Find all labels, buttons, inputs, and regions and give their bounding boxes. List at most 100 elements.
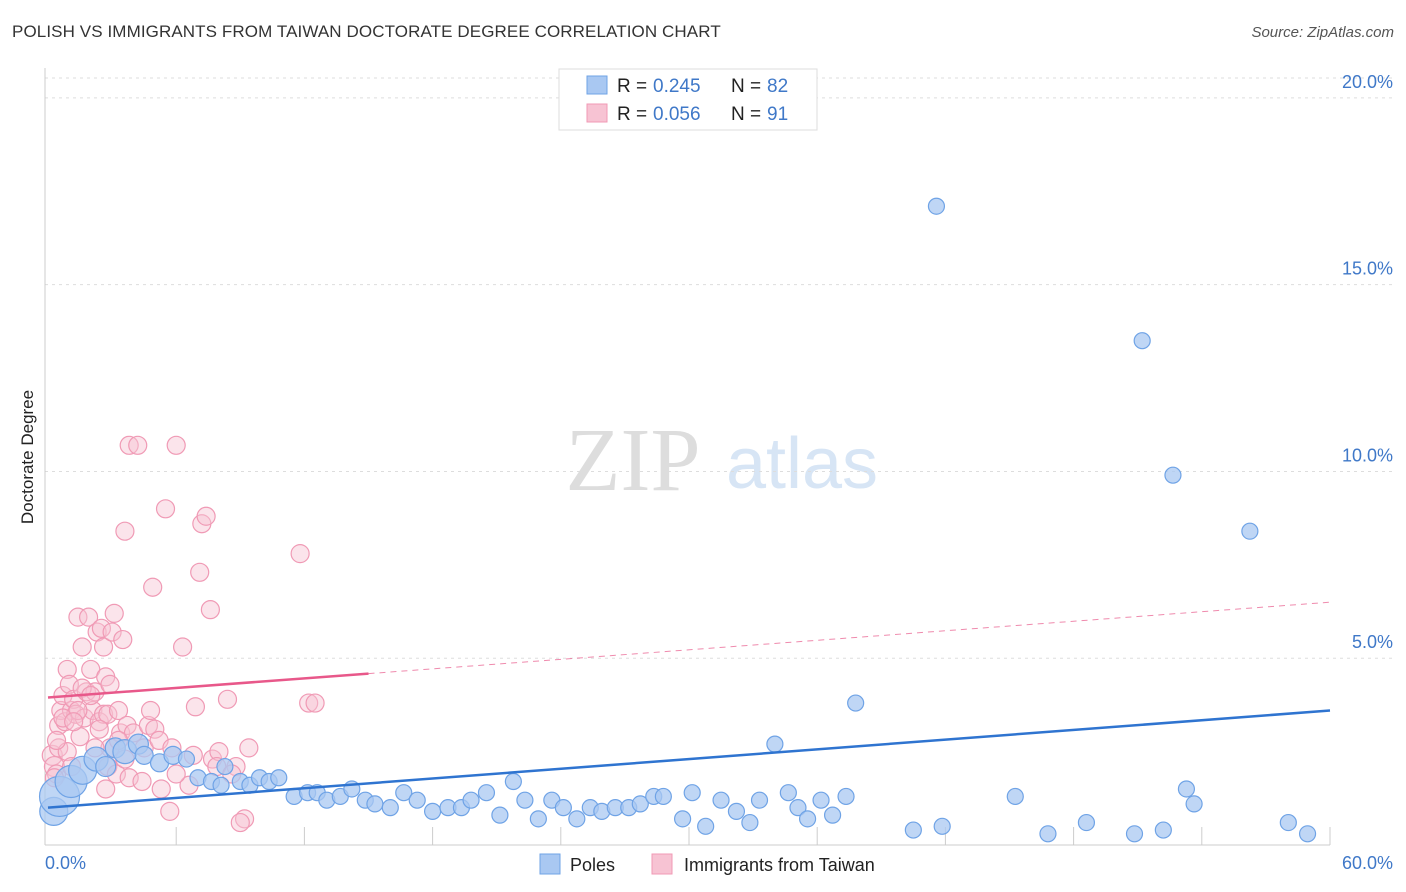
poles-point-53 — [683, 784, 701, 802]
taiwan-point-28 — [98, 704, 118, 724]
x-ticks — [175, 827, 1331, 845]
taiwan-point-59 — [217, 689, 238, 709]
poles-point-74 — [1185, 795, 1203, 813]
poles-point-59 — [766, 735, 784, 753]
taiwan-point-36 — [113, 629, 133, 650]
y-tick-label-0: 5.0% — [1352, 632, 1393, 652]
poles-point-66 — [847, 694, 865, 712]
stats-r-value-poles: 0.245 — [653, 76, 701, 97]
y-tick-label-3: 20.0% — [1342, 72, 1393, 92]
taiwan-point-38 — [117, 715, 137, 736]
taiwan-point-9 — [59, 674, 79, 694]
poles-point-78 — [1133, 332, 1151, 350]
source-label: Source: ZipAtlas.com — [1251, 24, 1394, 41]
taiwan-point-83 — [230, 812, 250, 833]
taiwan-point-24 — [91, 618, 112, 638]
poles-point-58 — [750, 791, 769, 809]
taiwan-point-25 — [93, 704, 114, 724]
poles-point-62 — [798, 810, 817, 828]
poles-trend-line — [47, 709, 1331, 809]
taiwan-trend-line-solid — [47, 672, 369, 699]
y-tick-label-2: 15.0% — [1342, 259, 1393, 279]
poles-point-31 — [395, 784, 413, 802]
taiwan-point-46 — [143, 577, 163, 597]
taiwan-point-47 — [145, 719, 165, 739]
stats-swatch-taiwan — [586, 103, 608, 123]
taiwan-point-85 — [64, 712, 84, 732]
taiwan-point-69 — [89, 719, 109, 739]
series-legend: Poles Immigrants from Taiwan — [539, 853, 875, 875]
poles-point-32 — [408, 791, 426, 809]
taiwan-point-5 — [51, 700, 71, 721]
watermark-zip: ZIP — [566, 411, 701, 510]
poles-point-76 — [1298, 825, 1317, 843]
stats-n-label-poles: N = — [731, 76, 761, 97]
poles-point-68 — [933, 817, 951, 835]
taiwan-point-40 — [115, 521, 135, 541]
taiwan-point-62 — [239, 738, 259, 758]
poles-point-38 — [491, 806, 509, 824]
taiwan-point-64 — [200, 600, 220, 620]
poles-point-56 — [727, 802, 746, 820]
taiwan-point-88 — [140, 700, 161, 721]
legend-label-taiwan: Immigrants from Taiwan — [684, 855, 875, 875]
taiwan-point-90 — [96, 779, 116, 799]
poles-point-43 — [554, 799, 572, 817]
taiwan-point-15 — [72, 637, 92, 657]
taiwan-point-49 — [155, 499, 176, 519]
axes — [44, 68, 1330, 846]
stats-r-label-taiwan: R = — [617, 104, 647, 125]
poles-point-55 — [712, 791, 730, 809]
series-poles-points — [38, 197, 1317, 843]
taiwan-point-54 — [185, 697, 206, 717]
stats-n-value-poles: 82 — [767, 76, 788, 97]
poles-point-40 — [516, 791, 534, 809]
poles-point-65 — [837, 787, 855, 806]
poles-point-36 — [462, 791, 480, 809]
y-tick-labels: 5.0% 10.0% 15.0% 20.0% — [1342, 72, 1393, 652]
taiwan-point-76 — [53, 708, 73, 728]
taiwan-point-68 — [305, 693, 325, 713]
poles-point-63 — [812, 791, 830, 809]
poles-point-41 — [529, 810, 547, 828]
grid-lines — [45, 77, 1393, 659]
poles-point-15 — [216, 757, 234, 776]
x-max-label: 60.0% — [1342, 853, 1393, 873]
taiwan-point-34 — [108, 700, 129, 721]
poles-point-72 — [1154, 821, 1172, 839]
taiwan-point-18 — [78, 607, 99, 627]
poles-point-44 — [568, 810, 586, 828]
poles-point-54 — [697, 817, 715, 835]
taiwan-point-39 — [119, 768, 139, 788]
stats-n-label-taiwan: N = — [731, 104, 761, 125]
taiwan-point-77 — [100, 674, 120, 694]
taiwan-point-56 — [196, 506, 216, 526]
poles-point-51 — [654, 787, 672, 806]
stats-n-value-taiwan: 91 — [767, 104, 788, 125]
taiwan-point-65 — [160, 801, 180, 821]
taiwan-point-89 — [166, 764, 186, 784]
taiwan-point-78 — [132, 771, 152, 792]
poles-point-75 — [1279, 813, 1297, 832]
taiwan-point-72 — [46, 730, 67, 751]
poles-point-21 — [270, 769, 288, 787]
taiwan-point-8 — [57, 659, 77, 680]
legend-swatch-taiwan — [651, 853, 673, 875]
taiwan-point-13 — [68, 607, 88, 627]
legend-label-poles: Poles — [570, 855, 615, 875]
chart-title: POLISH VS IMMIGRANTS FROM TAIWAN DOCTORA… — [12, 22, 721, 41]
poles-point-12 — [177, 750, 196, 768]
poles-point-30 — [381, 799, 399, 817]
poles-point-64 — [823, 806, 842, 824]
poles-point-71 — [1125, 825, 1144, 843]
poles-point-29 — [366, 795, 384, 813]
taiwan-point-67 — [299, 693, 319, 713]
legend-swatch-poles — [539, 853, 561, 875]
poles-point-79 — [1164, 466, 1182, 484]
taiwan-point-52 — [173, 637, 193, 657]
taiwan-point-32 — [104, 603, 124, 623]
stats-swatch-poles — [586, 75, 608, 95]
poles-point-16 — [212, 776, 230, 794]
poles-point-69 — [1006, 787, 1024, 806]
